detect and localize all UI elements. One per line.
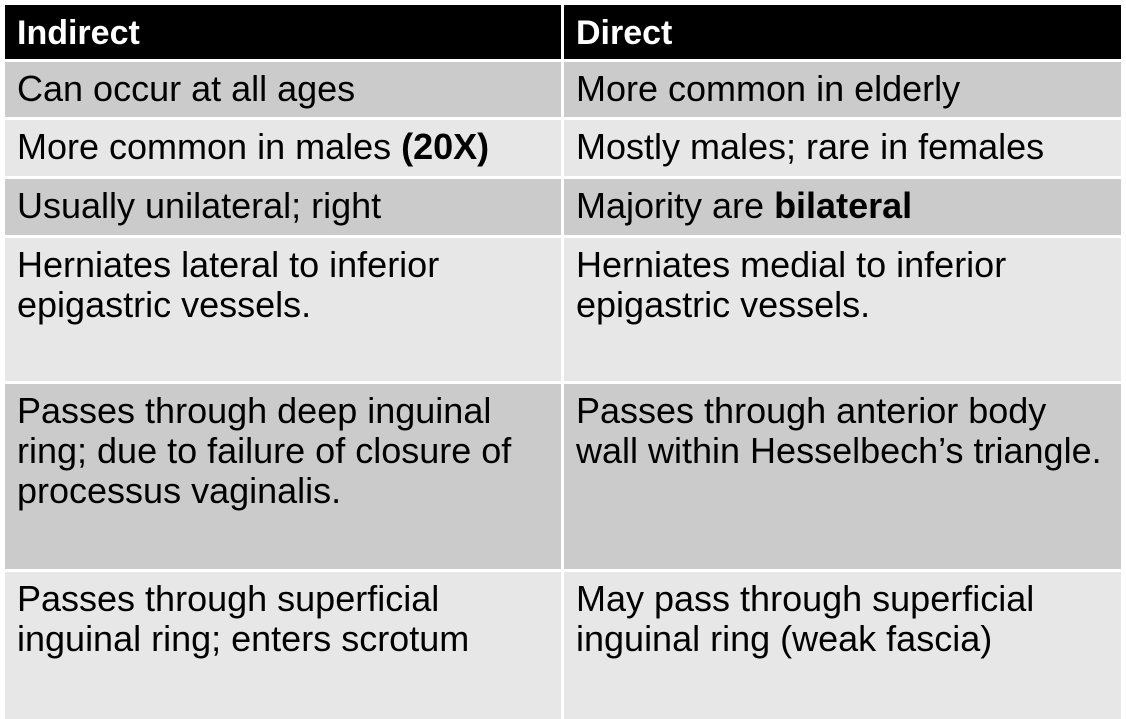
cell-direct-2: Mostly males; rare in females xyxy=(564,120,1121,176)
cell-direct-3: Majority are bilateral xyxy=(564,179,1121,235)
header-direct: Direct xyxy=(564,5,1121,59)
cell-indirect-5: Passes through deep inguinal ring; due t… xyxy=(5,384,561,569)
cell-indirect-3: Usually unilateral; right xyxy=(5,179,561,235)
cell-text: Majority are xyxy=(576,185,775,226)
cell-direct-1: More common in elderly xyxy=(564,62,1121,117)
cell-bold-text: bilateral xyxy=(774,185,913,226)
cell-text: More common in elderly xyxy=(576,68,961,109)
cell-indirect-4: Herniates lateral to inferior epigastric… xyxy=(5,238,561,381)
hernia-comparison-table: Indirect Direct Can occur at all ages Mo… xyxy=(5,5,1121,719)
cell-text: Passes through deep inguinal ring; due t… xyxy=(17,390,512,511)
cell-text: Can occur at all ages xyxy=(17,68,356,109)
cell-text: Passes through anterior body wall within… xyxy=(576,390,1102,471)
cell-text: May pass through superficial inguinal ri… xyxy=(576,578,1035,659)
cell-indirect-1: Can occur at all ages xyxy=(5,62,561,117)
cell-direct-6: May pass through superficial inguinal ri… xyxy=(564,572,1121,719)
cell-text: More common in males xyxy=(17,126,402,167)
cell-text: Herniates medial to inferior epigastric … xyxy=(576,244,1007,325)
cell-indirect-6: Passes through superficial inguinal ring… xyxy=(5,572,561,719)
cell-direct-5: Passes through anterior body wall within… xyxy=(564,384,1121,569)
cell-text: Mostly males; rare in females xyxy=(576,126,1045,167)
cell-text: Passes through superficial inguinal ring… xyxy=(17,578,470,659)
cell-indirect-2: More common in males (20X) xyxy=(5,120,561,176)
header-indirect: Indirect xyxy=(5,5,561,59)
cell-text: Herniates lateral to inferior epigastric… xyxy=(17,244,440,325)
cell-direct-4: Herniates medial to inferior epigastric … xyxy=(564,238,1121,381)
cell-text: Usually unilateral; right xyxy=(17,185,382,226)
cell-bold-text: (20X) xyxy=(401,126,490,167)
